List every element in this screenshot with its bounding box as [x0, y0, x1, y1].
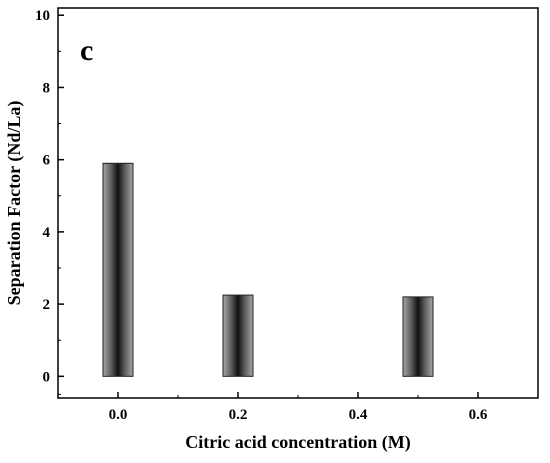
- y-axis-ticks: 0 2 4 6 8 10: [35, 8, 64, 395]
- y-tick-label: 2: [43, 297, 51, 313]
- bar-0: [102, 162, 134, 377]
- y-axis-title: Separation Factor (Nd/La): [4, 101, 25, 306]
- x-tick-label: 0.4: [349, 407, 368, 423]
- panel-label: c: [80, 34, 93, 67]
- x-tick-label: 0.6: [469, 407, 488, 423]
- y-tick-label: 4: [43, 225, 51, 241]
- x-axis-title: Citric acid concentration (M): [185, 432, 410, 453]
- plot-frame: [57, 7, 539, 399]
- bar-2: [402, 296, 434, 377]
- bars: [102, 162, 434, 377]
- x-tick-label: 0.2: [229, 407, 248, 423]
- y-tick-label: 6: [43, 153, 51, 169]
- x-axis-ticks: 0.0 0.2 0.4 0.6: [109, 392, 488, 423]
- y-tick-label: 10: [35, 8, 50, 24]
- x-tick-label: 0.0: [109, 407, 128, 423]
- bar-1: [222, 294, 254, 377]
- y-tick-label: 0: [43, 369, 51, 385]
- y-tick-label: 8: [43, 80, 51, 96]
